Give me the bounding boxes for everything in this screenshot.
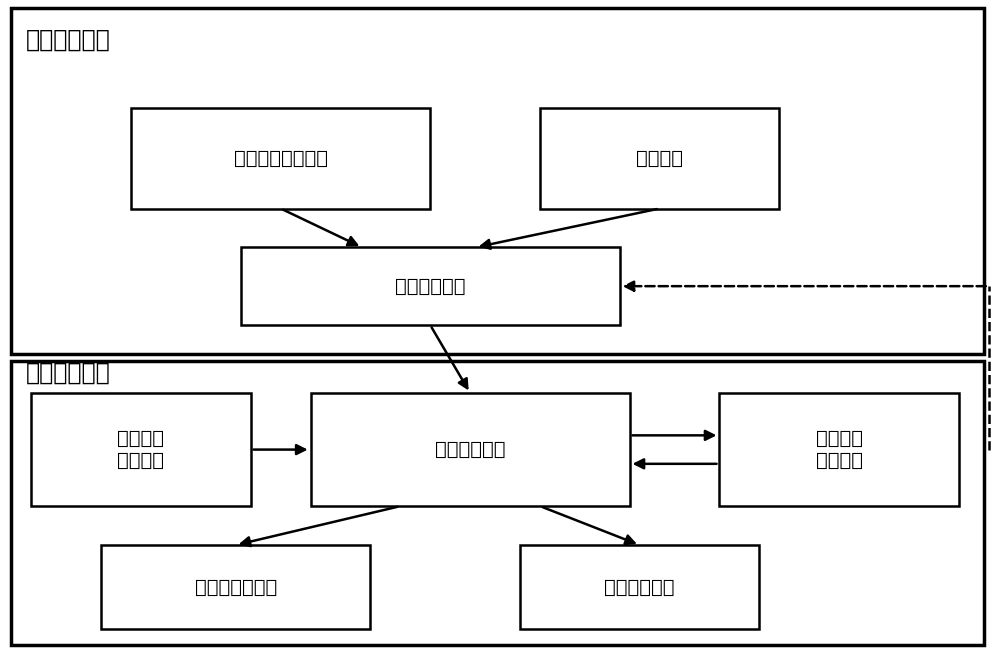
Text: 日前启停计划: 日前启停计划 bbox=[395, 277, 465, 296]
Bar bbox=[11, 361, 984, 645]
FancyBboxPatch shape bbox=[131, 108, 430, 209]
FancyBboxPatch shape bbox=[540, 108, 779, 209]
FancyBboxPatch shape bbox=[311, 393, 630, 506]
FancyBboxPatch shape bbox=[31, 393, 251, 506]
Text: 确定风机出力: 确定风机出力 bbox=[604, 578, 675, 597]
Text: 风力发电
实时出力: 风力发电 实时出力 bbox=[118, 429, 164, 470]
FancyBboxPatch shape bbox=[101, 545, 370, 629]
Text: 储能装置
荷电状态: 储能装置 荷电状态 bbox=[816, 429, 863, 470]
Text: 负荷预测: 负荷预测 bbox=[636, 149, 683, 168]
Text: 风力发电出力预测: 风力发电出力预测 bbox=[234, 149, 328, 168]
Text: 实时调度阶段: 实时调度阶段 bbox=[26, 361, 111, 385]
FancyBboxPatch shape bbox=[520, 545, 759, 629]
FancyBboxPatch shape bbox=[241, 248, 620, 325]
Bar bbox=[11, 8, 984, 354]
Text: 生产计划阶段: 生产计划阶段 bbox=[26, 27, 111, 51]
FancyBboxPatch shape bbox=[719, 393, 959, 506]
Text: 实时能量调度: 实时能量调度 bbox=[435, 440, 505, 459]
Text: 需求侧负荷管理: 需求侧负荷管理 bbox=[195, 578, 277, 597]
